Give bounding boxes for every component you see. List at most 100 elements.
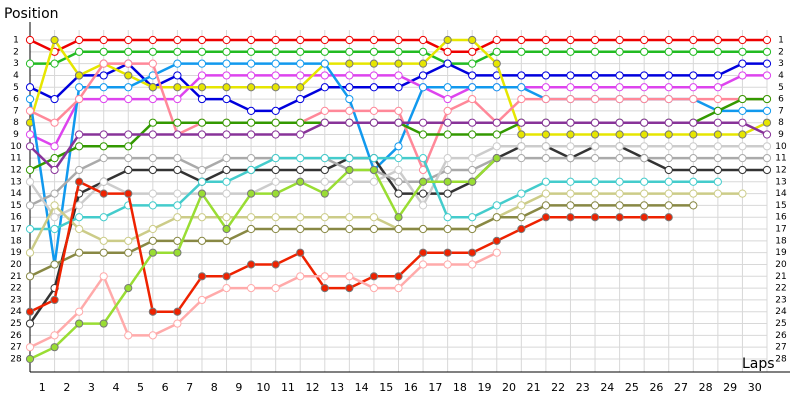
position-marker: [640, 83, 649, 92]
position-marker: [762, 94, 772, 104]
position-marker: [345, 106, 354, 115]
y-tick-label: 12: [10, 165, 21, 175]
position-marker: [345, 59, 354, 68]
position-marker: [664, 35, 673, 45]
position-marker: [664, 94, 673, 104]
position-marker: [468, 71, 477, 80]
position-marker: [738, 59, 747, 68]
position-marker: [418, 118, 428, 127]
y-tick-label: 19: [10, 248, 22, 258]
position-marker: [369, 118, 379, 127]
position-marker: [590, 35, 600, 45]
position-marker: [468, 83, 477, 92]
position-marker: [517, 71, 526, 80]
position-marker: [689, 83, 698, 92]
position-marker: [713, 177, 722, 186]
x-tick-label: 20: [502, 381, 516, 394]
y-tick-label-right: 13: [775, 177, 786, 187]
position-marker: [50, 331, 59, 340]
position-marker: [148, 201, 157, 210]
position-marker: [75, 35, 84, 45]
position-marker: [713, 189, 722, 198]
position-marker: [222, 130, 231, 139]
position-marker: [443, 260, 452, 269]
position-marker: [222, 59, 231, 68]
position-marker: [197, 213, 207, 222]
position-marker: [492, 248, 501, 257]
position-marker: [222, 71, 231, 80]
position-marker: [615, 201, 624, 210]
position-marker: [222, 284, 231, 293]
position-marker: [25, 83, 35, 92]
position-marker: [50, 165, 59, 175]
position-marker: [173, 130, 182, 139]
position-marker: [492, 142, 501, 151]
y-tick-label: 15: [10, 201, 21, 211]
position-marker: [762, 71, 772, 80]
position-marker: [25, 354, 35, 364]
position-marker: [738, 71, 747, 80]
position-marker: [713, 83, 722, 92]
position-marker: [50, 343, 59, 352]
position-marker: [541, 201, 551, 210]
position-marker: [590, 83, 600, 92]
y-tick-label: 26: [10, 331, 22, 341]
position-marker: [25, 343, 35, 352]
position-marker: [541, 189, 551, 198]
position-marker: [468, 224, 477, 234]
y-tick-label: 24: [10, 307, 22, 317]
position-marker: [173, 94, 182, 104]
position-marker: [173, 71, 182, 80]
position-marker: [124, 59, 133, 68]
position-marker: [247, 130, 256, 139]
position-marker: [25, 177, 35, 186]
position-marker: [75, 94, 84, 104]
position-marker: [640, 94, 649, 104]
y-tick-label: 8: [13, 118, 19, 128]
position-marker: [173, 35, 182, 45]
position-marker: [418, 130, 428, 139]
y-tick-label-right: 26: [775, 331, 787, 341]
position-marker: [99, 154, 108, 163]
position-marker: [541, 47, 551, 56]
position-marker: [418, 165, 428, 175]
position-marker: [50, 118, 59, 127]
position-marker: [394, 83, 403, 92]
position-marker: [222, 272, 231, 281]
position-marker: [713, 142, 722, 151]
position-marker: [590, 201, 600, 210]
position-marker: [369, 35, 379, 45]
position-marker: [394, 59, 403, 68]
y-tick-label-right: 1: [778, 36, 784, 46]
position-marker: [468, 165, 477, 175]
x-tick-label: 15: [379, 381, 393, 394]
y-tick-label-right: 25: [775, 319, 786, 329]
position-marker: [75, 47, 84, 56]
position-marker: [394, 189, 403, 198]
position-marker: [345, 177, 354, 186]
position-marker: [345, 94, 354, 104]
position-marker: [394, 47, 403, 56]
position-marker: [492, 118, 501, 127]
position-marker: [394, 118, 403, 127]
position-marker: [345, 71, 354, 80]
position-marker: [75, 319, 84, 328]
position-marker: [247, 71, 256, 80]
position-marker: [762, 59, 772, 68]
position-marker: [566, 142, 575, 151]
position-marker: [418, 71, 428, 80]
x-tick-label: 22: [551, 381, 565, 394]
position-marker: [418, 35, 428, 45]
position-marker: [468, 260, 477, 269]
y-tick-label: 10: [10, 142, 22, 152]
position-marker: [148, 224, 157, 234]
position-marker: [541, 71, 551, 80]
position-marker: [296, 59, 305, 68]
position-marker: [517, 35, 526, 45]
position-marker: [443, 224, 452, 234]
x-tick-label: 1: [39, 381, 46, 394]
position-marker: [25, 142, 35, 151]
position-marker: [271, 35, 280, 45]
y-tick-label: 16: [10, 213, 22, 223]
position-marker: [713, 71, 722, 80]
